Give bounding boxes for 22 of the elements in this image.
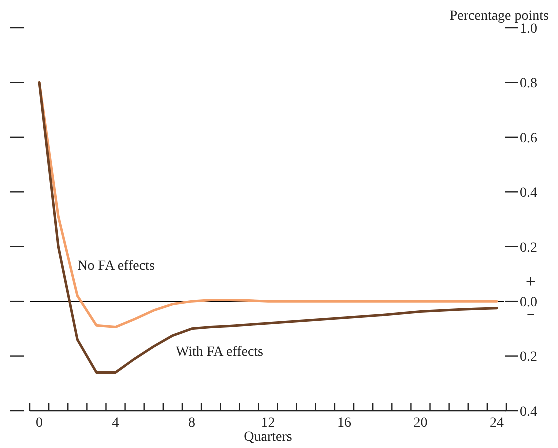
x-tick-label: 8 <box>188 416 196 431</box>
y-tick-label: 0.0 <box>520 295 538 310</box>
text: − <box>527 308 536 324</box>
x-axis-title: Quarters <box>244 430 292 445</box>
y-tick-label: 0.2 <box>520 240 538 256</box>
x-tick-label: 16 <box>337 416 352 431</box>
y-tick-label: 0.2 <box>520 350 538 366</box>
y-tick-label: 0.4 <box>520 404 538 420</box>
x-tick-label: 12 <box>261 416 276 431</box>
y-tick-label: 0.8 <box>520 76 538 92</box>
text: + <box>526 272 536 292</box>
line-series <box>38 81 498 374</box>
x-tick-label: 4 <box>112 416 120 431</box>
y-tick-label: 0.6 <box>520 131 538 146</box>
y-tick-label: 0.4 <box>520 186 538 202</box>
x-tick-label: 24 <box>490 416 504 431</box>
y-tick-label: 1.0 <box>520 22 538 37</box>
x-tick-label: 0 <box>36 416 44 431</box>
series-label: With FA effects <box>176 344 264 360</box>
y-axis-title: Percentage points <box>450 9 549 24</box>
series-label: No FA effects <box>78 259 155 274</box>
x-tick-label: 20 <box>414 416 428 431</box>
